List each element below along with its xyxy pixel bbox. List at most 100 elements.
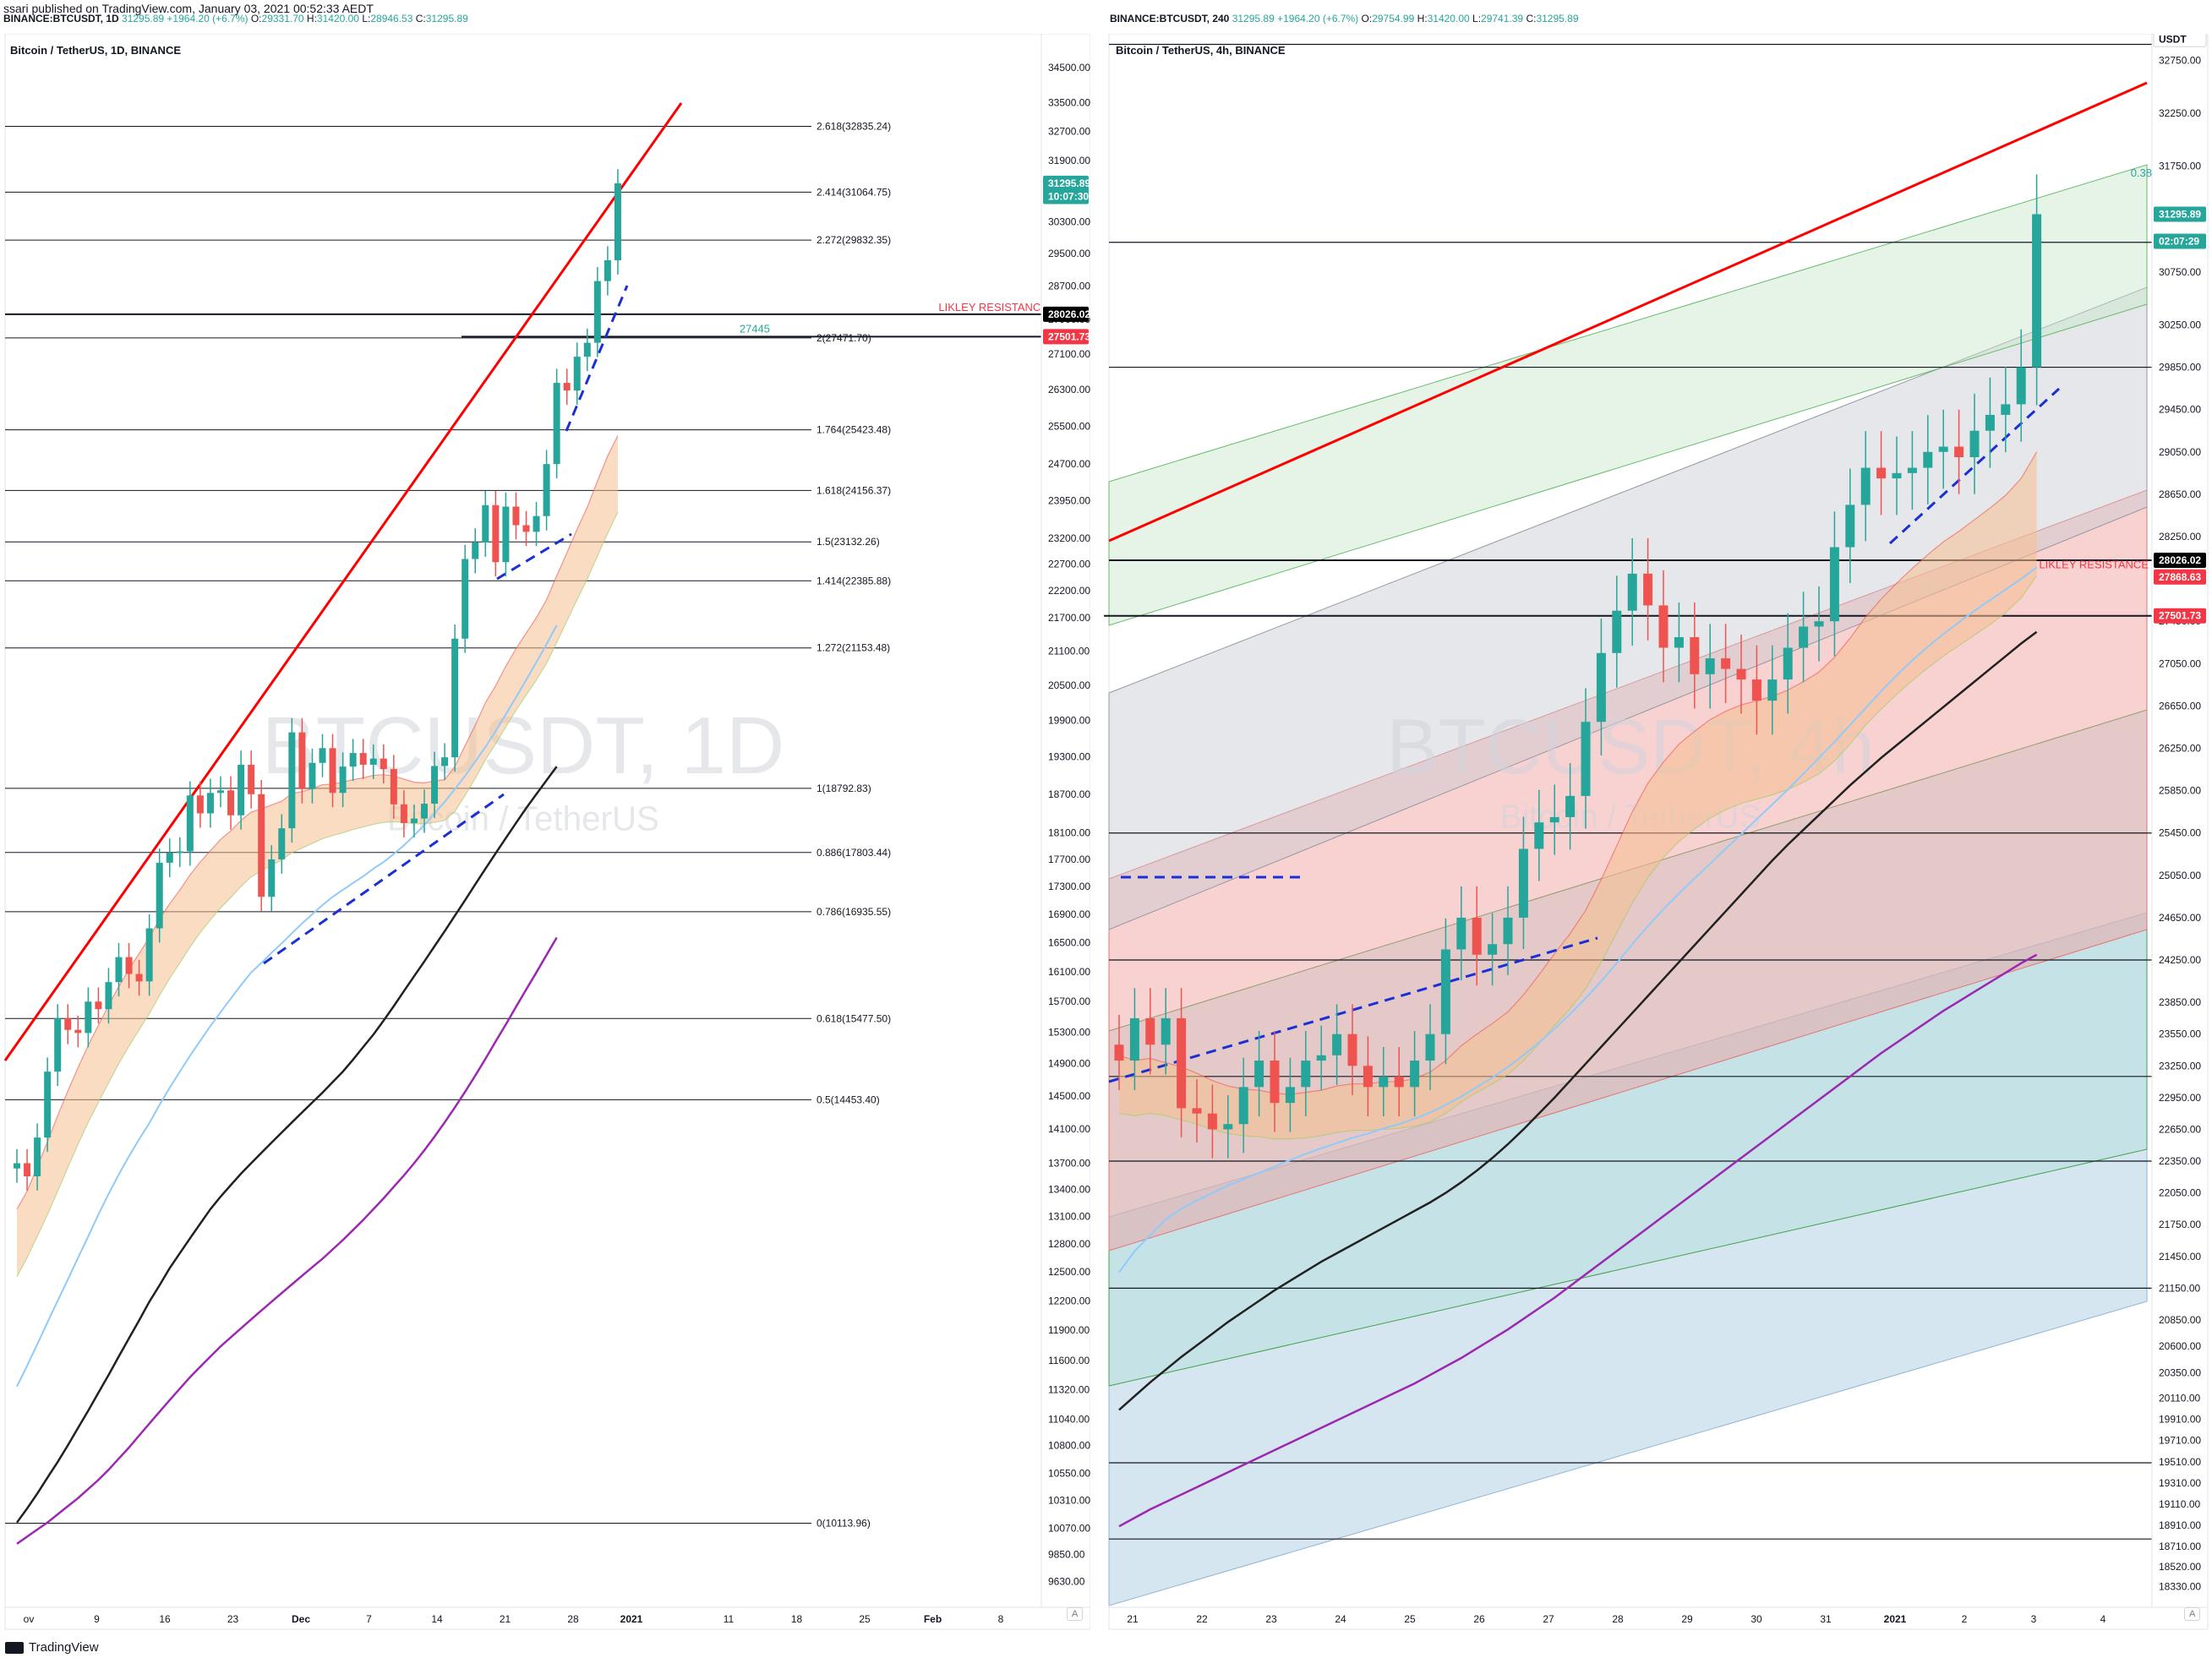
candle-body: [278, 828, 286, 859]
price-tick-label: 33500.00: [1048, 96, 1090, 108]
candle-body: [268, 859, 276, 897]
price-tick-label: 28700.00: [1048, 280, 1090, 292]
four-hour-chart[interactable]: BTCUSDT, 4hBitcoin / TetherUSLIKLEY RESI…: [1104, 34, 2212, 1633]
price-tick-label: 17300.00: [1048, 881, 1090, 892]
candle-body: [1518, 848, 1528, 918]
price-tick-label: 13100.00: [1048, 1210, 1090, 1222]
candle-body: [1238, 1087, 1248, 1125]
price-tick-label: 21700.00: [1048, 612, 1090, 624]
candle-body: [1799, 626, 1809, 648]
candle-body: [1425, 1034, 1435, 1061]
fib-label: 0(10113.96): [817, 1518, 871, 1530]
price-tick-label: 9630.00: [1048, 1575, 1085, 1587]
price-tick-label: 11320.00: [1048, 1383, 1090, 1395]
time-tick-label: 25: [1404, 1613, 1416, 1625]
price-tick-label: 16500.00: [1048, 936, 1090, 948]
price-tick-label: 19510.00: [2159, 1456, 2201, 1468]
candle-body: [2016, 367, 2026, 405]
candle-body: [1177, 1017, 1187, 1109]
price-tick-label: 19300.00: [1048, 750, 1090, 762]
candle-body: [1845, 504, 1855, 548]
candle-body: [1612, 610, 1622, 653]
time-tick-label: 28: [1612, 1613, 1624, 1625]
time-tick-label: 29: [1681, 1613, 1693, 1625]
candle-body: [125, 957, 133, 974]
candle-body: [298, 732, 306, 789]
candle-body: [492, 504, 500, 563]
price-tag-label: 28026.02: [2159, 554, 2201, 566]
price-tag: [1043, 175, 1089, 191]
candle-body: [502, 506, 510, 563]
candle-body: [319, 748, 326, 763]
price-tick-label: 19110.00: [2159, 1498, 2200, 1510]
candle-body: [1549, 816, 1559, 823]
time-tick-label: 3: [2031, 1613, 2037, 1625]
candle-body: [196, 795, 204, 814]
price-tick-label: 26650.00: [2159, 700, 2201, 712]
price-tick-label: 20850.00: [2159, 1314, 2201, 1326]
price-tick-label: 31900.00: [1048, 155, 1090, 166]
price-tick-label: 11900.00: [1048, 1324, 1090, 1336]
price-tick-label: 20500.00: [1048, 679, 1090, 691]
time-tick-label: 25: [859, 1613, 871, 1625]
price-tick-label: 10550.00: [1048, 1467, 1090, 1479]
candle-body: [1565, 795, 1576, 817]
candle-body: [1860, 467, 1871, 505]
candle-body: [1736, 668, 1746, 680]
candle-body: [1985, 414, 1995, 431]
price-tick-label: 17700.00: [1048, 854, 1090, 865]
price-tag: [1043, 188, 1089, 205]
candle-body: [54, 1018, 62, 1072]
candle-body: [1145, 1017, 1155, 1045]
time-tick-label: 27: [1543, 1613, 1554, 1625]
candle-body: [369, 758, 377, 765]
channel-band-4: [1108, 164, 2148, 626]
time-tick-label: 4: [2100, 1613, 2106, 1625]
price-tick-label: 14900.00: [1048, 1058, 1090, 1070]
price-tick-label: 29050.00: [2159, 446, 2201, 458]
auto-scale-button-right[interactable]: A: [2184, 1607, 2201, 1621]
price-tag-label: 27868.63: [2159, 571, 2201, 583]
time-tick-label: 11: [724, 1613, 735, 1625]
price-tick-label: 20110.00: [2159, 1393, 2200, 1404]
candle-body: [1907, 467, 1917, 473]
annotation-label: LIKLEY RESISTANCE: [2039, 559, 2149, 571]
candle-body: [2001, 404, 2011, 415]
time-axis: [1108, 1606, 2209, 1630]
dashed-support-line-0: [1108, 936, 1598, 1083]
price-tick-label: 28650.00: [2159, 488, 2201, 500]
price-tag-label: 27501.73: [1048, 330, 1090, 342]
price-tag: [2154, 233, 2206, 249]
price-axis: [1040, 34, 1090, 1608]
price-tick-label: 19310.00: [2159, 1477, 2201, 1489]
candle-body: [105, 982, 112, 1010]
price-tick-label: 32250.00: [2159, 107, 2201, 119]
auto-scale-button-left[interactable]: A: [1067, 1607, 1084, 1621]
price-tick-label: 14500.00: [1048, 1090, 1090, 1102]
price-tick-label: 16900.00: [1048, 908, 1090, 920]
candle-body: [1114, 1044, 1124, 1061]
candle-body: [431, 766, 439, 804]
candle-body: [186, 795, 194, 852]
candle-body: [1829, 547, 1839, 622]
price-tick-label: 34500.00: [1048, 62, 1090, 74]
price-tick-label: 24700.00: [1048, 458, 1090, 470]
time-tick-label: Dec: [292, 1613, 310, 1625]
time-tick-label: 8: [998, 1613, 1004, 1625]
candle-body: [74, 1029, 82, 1034]
candle-body: [2032, 214, 2042, 368]
dashed-support-line-2: [1888, 387, 2061, 545]
time-tick-label: 24: [1335, 1613, 1346, 1625]
candle-body: [462, 559, 469, 639]
price-tag-label: 27501.73: [2159, 610, 2201, 622]
price-tick-label: 13700.00: [1048, 1158, 1090, 1170]
candle-body: [533, 515, 540, 532]
fib-label: 1.764(25423.48): [817, 424, 891, 436]
price-tick-label: 12500.00: [1048, 1266, 1090, 1278]
fib-label: 1.5(23132.26): [817, 536, 880, 548]
price-tick-label: 18330.00: [2159, 1581, 2201, 1593]
time-tick-label: 21: [1127, 1613, 1139, 1625]
price-tick-label: 31750.00: [2159, 161, 2201, 172]
candle-body: [1285, 1087, 1295, 1104]
